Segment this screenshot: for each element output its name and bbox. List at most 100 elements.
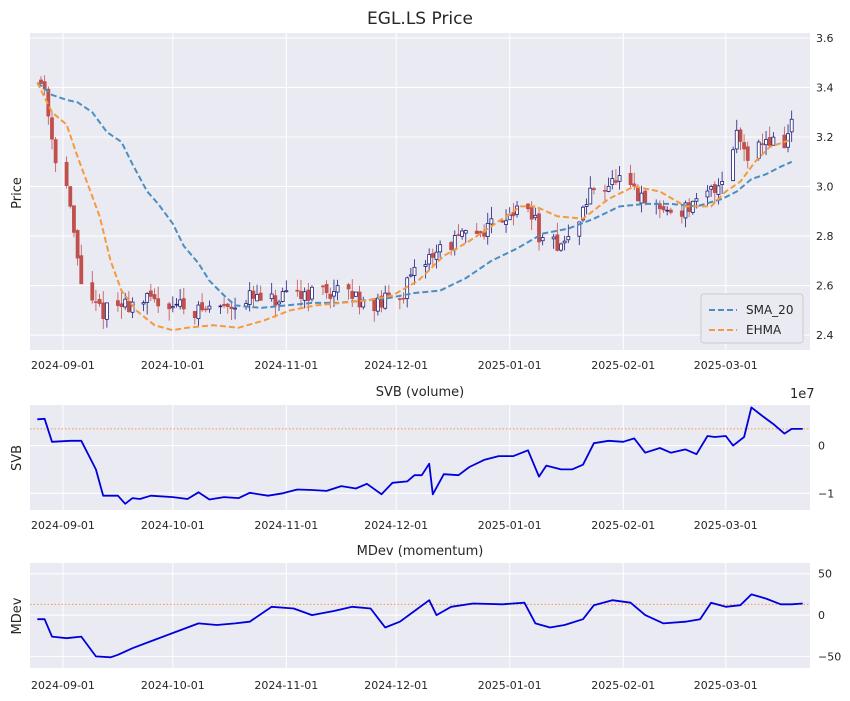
candle — [555, 222, 560, 252]
candle — [617, 166, 622, 190]
candle — [709, 184, 714, 197]
candle — [101, 291, 106, 329]
price-ytick-label: 3.2 — [816, 131, 834, 144]
mdev-panel: MDev (momentum) 2024-09-01 2024-10-01 2024… — [10, 544, 841, 692]
candle — [639, 185, 644, 213]
candle — [273, 289, 278, 318]
svb-xtick-label: 2024-12-01 — [364, 519, 428, 532]
candle — [94, 289, 98, 311]
candle — [566, 224, 571, 244]
mdev-axis-label: MDev — [10, 597, 25, 634]
candle — [115, 292, 120, 312]
candle — [742, 134, 746, 162]
candle — [181, 287, 186, 315]
candle — [401, 292, 406, 304]
candle — [145, 292, 150, 315]
candle — [126, 291, 131, 313]
candle — [90, 270, 95, 304]
candle — [277, 299, 281, 311]
candle — [584, 198, 589, 215]
candle — [75, 229, 80, 266]
mdev-xtick-label: 2024-10-01 — [141, 679, 205, 692]
candle — [72, 205, 76, 238]
mdev-xtick-label: 2025-03-01 — [694, 679, 758, 692]
candle — [767, 126, 772, 147]
candle — [592, 186, 596, 195]
candle — [423, 260, 428, 279]
candle — [174, 297, 179, 308]
candle — [603, 184, 607, 202]
mdev-ytick-label: 0 — [818, 609, 825, 622]
candle — [192, 310, 197, 325]
mdev-ytick-label: −50 — [818, 650, 841, 663]
candle — [123, 292, 128, 310]
series-line-sma-20 — [36, 81, 793, 309]
candle — [383, 285, 388, 310]
candle — [500, 220, 505, 223]
candle — [449, 240, 454, 256]
candle — [321, 284, 325, 296]
svb-chart-title: SVB (volume) — [376, 385, 465, 400]
candle — [731, 146, 735, 182]
candle — [588, 176, 593, 205]
candle — [408, 267, 413, 278]
price-axis-label: Price — [10, 177, 25, 209]
candle — [734, 119, 739, 154]
candle — [474, 222, 479, 235]
candle — [53, 136, 58, 172]
candle — [456, 224, 461, 237]
candle — [712, 181, 717, 204]
candle — [643, 189, 648, 206]
candle — [665, 206, 670, 216]
svb-ytick-label: 0 — [818, 440, 825, 453]
candle — [97, 294, 102, 307]
price-ytick-label: 3.4 — [816, 81, 834, 94]
price-ytick-label: 2.8 — [816, 230, 834, 243]
candle — [764, 131, 768, 155]
candle — [50, 110, 54, 150]
candle — [105, 302, 109, 328]
candle — [156, 286, 161, 313]
candle — [280, 287, 285, 303]
mdev-xtick-label: 2025-02-01 — [591, 679, 655, 692]
mdev-plot-content: 2024-09-01 2024-10-01 2024-11-01 2024-12-01… — [30, 563, 841, 692]
candle — [225, 302, 230, 314]
candle — [229, 300, 234, 320]
price-xtick-label: 2024-10-01 — [141, 359, 205, 372]
candle — [412, 259, 417, 285]
candle — [207, 300, 212, 313]
candle — [233, 297, 237, 320]
candle — [540, 234, 545, 246]
candle — [375, 293, 380, 316]
candle — [460, 228, 465, 240]
candle — [427, 248, 432, 271]
candle — [533, 207, 538, 221]
candle — [661, 200, 666, 213]
candle — [745, 141, 750, 169]
price-xtick-label: 2024-11-01 — [254, 359, 318, 372]
candle — [504, 209, 508, 233]
candle — [178, 289, 183, 310]
price-ytick-label: 2.4 — [816, 329, 834, 342]
candle — [489, 206, 494, 234]
candle — [222, 297, 226, 309]
candle — [357, 285, 362, 315]
candle — [668, 207, 673, 215]
svb-scale-label: 1e7 — [790, 387, 815, 402]
candle — [335, 279, 340, 301]
candle — [346, 282, 351, 300]
mdev-ytick-label: 50 — [818, 568, 832, 581]
price-ytick-label: 3.0 — [816, 181, 834, 194]
price-ytick-label: 2.6 — [816, 280, 834, 293]
mdev-chart-title: MDev (momentum) — [357, 544, 484, 559]
price-xtick-label: 2025-01-01 — [478, 359, 542, 372]
candle — [170, 296, 175, 313]
svb-xtick-label: 2025-02-01 — [591, 519, 655, 532]
candle — [614, 169, 618, 186]
mdev-xtick-label: 2024-12-01 — [364, 679, 428, 692]
candle — [218, 304, 223, 314]
candle — [152, 288, 157, 303]
candle — [196, 301, 201, 327]
candle — [606, 177, 611, 193]
svb-plot-area — [30, 405, 810, 510]
